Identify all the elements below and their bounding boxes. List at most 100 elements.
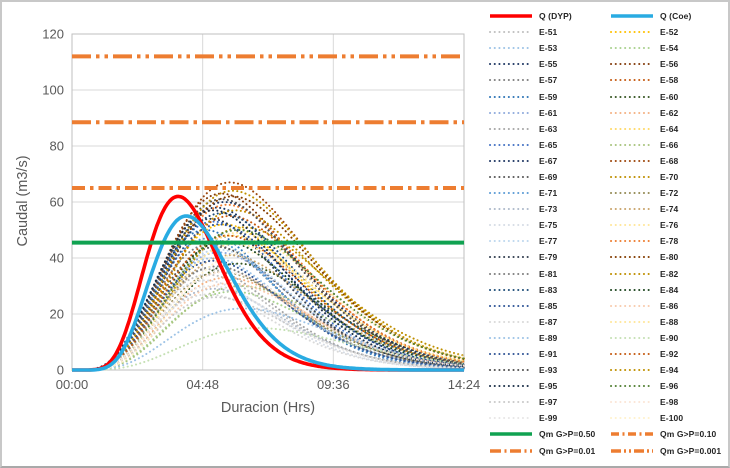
legend-item-e-75: E-75 [488, 217, 609, 233]
x-axis-title: Duracion (Hrs) [220, 400, 316, 416]
ensemble-curve-E-63 [71, 268, 465, 371]
ensemble-curve-E-99 [71, 285, 465, 371]
legend-key-line [610, 385, 654, 388]
legend-item-e-68: E-68 [609, 153, 728, 169]
legend-key-line [489, 208, 533, 211]
legend-item-label: E-53 [539, 43, 558, 54]
legend-item-label: E-70 [660, 171, 679, 182]
legend-item-e-69: E-69 [488, 169, 609, 185]
ensemble-curve-E-54 [71, 290, 465, 371]
legend-item-e-100: E-100 [609, 410, 728, 426]
legend-item-e-89: E-89 [488, 330, 609, 346]
legend-key-line [489, 256, 533, 259]
y-tick-label: 20 [50, 307, 64, 322]
legend-item-e-65: E-65 [488, 137, 609, 153]
legend-item-e-60: E-60 [609, 89, 728, 105]
legend-item-e-63: E-63 [488, 121, 609, 137]
legend-key-line [489, 111, 533, 114]
legend-item-e-91: E-91 [488, 346, 609, 362]
y-tick-label: 60 [50, 195, 64, 210]
plot-border [71, 33, 465, 371]
legend-item-e-59: E-59 [488, 89, 609, 105]
legend-key-line [610, 63, 654, 66]
y-tick-label: 120 [42, 27, 64, 42]
legend-key-line [489, 336, 533, 339]
legend-item-label: E-82 [660, 268, 679, 279]
ensemble-curve-E-93 [71, 198, 465, 371]
legend-key-line [489, 240, 533, 243]
ensemble-curve-E-91 [71, 223, 465, 371]
hydrograph-plot: 0 20 40 60 80 100 120 00:00 04:48 09:36 14:24 [42, 27, 480, 393]
legend-key-line [610, 111, 654, 114]
legend-item-e-70: E-70 [609, 169, 728, 185]
legend-item-label: E-68 [660, 155, 679, 166]
legend-item-label: E-57 [539, 75, 558, 86]
legend-key-line [610, 272, 654, 275]
legend-item-e-56: E-56 [609, 56, 728, 72]
plot-area: 0 20 40 60 80 100 120 00:00 04:48 09:36 14:24 Caud… [2, 2, 488, 466]
legend-key-line [610, 31, 654, 34]
legend-item-e-97: E-97 [488, 394, 609, 410]
legend-item-e-73: E-73 [488, 201, 609, 217]
legend-item-e-79: E-79 [488, 249, 609, 265]
legend-item-e-94: E-94 [609, 362, 728, 378]
legend-key-line [610, 143, 654, 146]
legend-item-label: E-83 [539, 284, 558, 295]
legend-item-e-90: E-90 [609, 330, 728, 346]
series-curve-q-coe- [71, 214, 465, 372]
ensemble-curve-E-98 [71, 271, 465, 371]
x-tick-label: 00:00 [56, 377, 89, 392]
legend-key-line [489, 272, 533, 275]
legend-item-label: E-51 [539, 27, 558, 38]
legend-item-e-74: E-74 [609, 201, 728, 217]
legend-key-line [610, 47, 654, 50]
legend-item-e-92: E-92 [609, 346, 728, 362]
legend-item-e-99: E-99 [488, 410, 609, 426]
legend-item-label: Qm G>P=0.10 [660, 429, 717, 440]
legend-item-label: E-58 [660, 75, 679, 86]
legend-item-label: E-85 [539, 300, 558, 311]
legend: Q (DYP) Q (Coe) E-51 E-52 E-53 E-54 E-55 E-56 E-… [488, 8, 728, 459]
legend-item-label: Q (DYP) [539, 11, 572, 22]
legend-item-label: E-69 [539, 171, 558, 182]
legend-item-label: E-76 [660, 220, 679, 231]
legend-item-qm-g-p-0.01: Qm G>P=0.01 [488, 443, 609, 459]
legend-item-label: E-55 [539, 59, 558, 70]
legend-item-e-53: E-53 [488, 40, 609, 56]
legend-item-label: E-79 [539, 252, 558, 263]
legend-item-e-54: E-54 [609, 40, 728, 56]
legend-key-line [489, 417, 533, 420]
legend-item-e-83: E-83 [488, 282, 609, 298]
legend-key-line [489, 369, 533, 372]
y-tick-label: 40 [50, 251, 64, 266]
legend-item-label: E-78 [660, 236, 679, 247]
legend-item-label: E-96 [660, 381, 679, 392]
legend-item-label: Q (Coe) [660, 11, 692, 22]
ensemble-curve-E-81 [71, 265, 465, 371]
legend-key-line [610, 240, 654, 243]
legend-key-line [610, 288, 654, 291]
legend-key-line [489, 79, 533, 82]
legend-item-e-62: E-62 [609, 105, 728, 121]
legend-item-label: E-91 [539, 349, 558, 360]
legend-item-label: E-72 [660, 188, 679, 199]
legend-key-line [610, 256, 654, 259]
x-tick-label: 09:36 [317, 377, 350, 392]
ensemble-curve-E-89 [71, 307, 465, 371]
legend-key-line [489, 288, 533, 291]
legend-key-line [489, 63, 533, 66]
legend-item-e-58: E-58 [609, 72, 728, 88]
legend-item-label: E-59 [539, 91, 558, 102]
legend-key-line [610, 336, 654, 339]
legend-item-e-84: E-84 [609, 282, 728, 298]
ensemble-curve-E-92 [71, 234, 465, 371]
legend-item-label: E-84 [660, 284, 679, 295]
legend-item-label: E-89 [539, 332, 558, 343]
legend-item-e-93: E-93 [488, 362, 609, 378]
legend-item-q-dyp-: Q (DYP) [488, 8, 609, 24]
legend-key-line [610, 175, 654, 178]
legend-key-line [610, 401, 654, 404]
legend-item-label: E-95 [539, 381, 558, 392]
legend-key-line [610, 417, 654, 420]
